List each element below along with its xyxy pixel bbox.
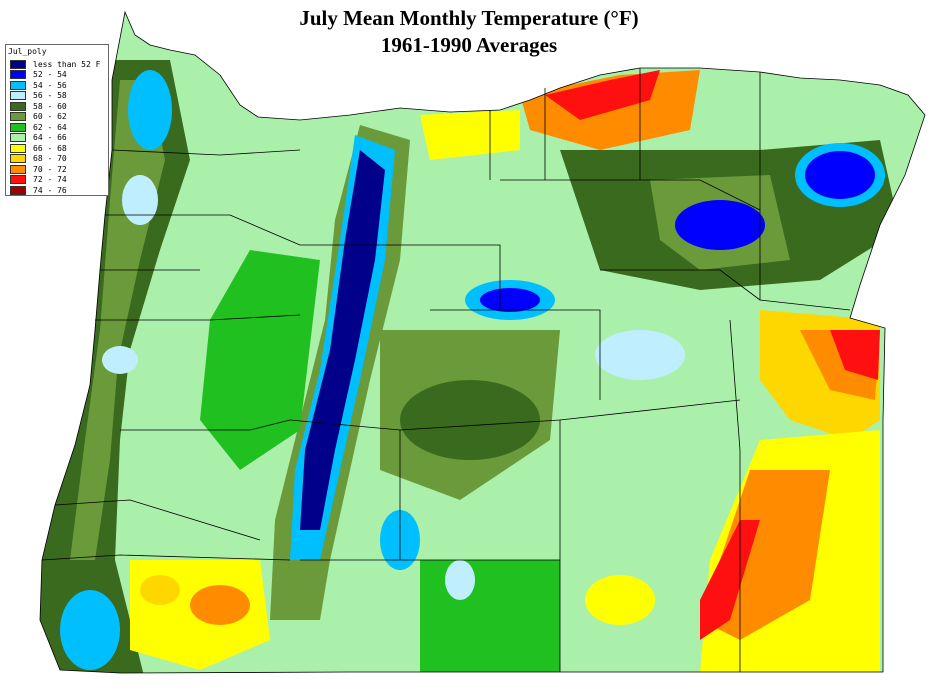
legend-item: 52 - 54 (10, 70, 67, 80)
legend-swatch (10, 143, 26, 153)
legend-item: 62 - 64 (10, 122, 67, 132)
legend-label: 70 - 72 (33, 164, 67, 174)
legend-title: Jul_poly (8, 47, 47, 56)
legend-swatch (10, 122, 26, 132)
legend: Jul_poly less than 52 F 52 - 54 54 - 56 … (5, 44, 109, 196)
legend-item: 64 - 66 (10, 133, 67, 143)
legend-item: 60 - 62 (10, 112, 67, 122)
legend-item: 66 - 68 (10, 143, 67, 153)
legend-label: 56 - 58 (33, 91, 67, 100)
legend-swatch (10, 80, 26, 90)
legend-item: 68 - 70 (10, 154, 67, 164)
legend-label: 52 - 54 (33, 70, 67, 79)
county-boundaries (39, 10, 926, 674)
legend-item: 56 - 58 (10, 91, 67, 101)
legend-swatch (10, 91, 26, 100)
legend-swatch (10, 164, 26, 174)
legend-item: less than 52 F (10, 59, 100, 69)
legend-item: 58 - 60 (10, 101, 67, 111)
legend-label: 62 - 64 (33, 122, 67, 132)
legend-item: 70 - 72 (10, 164, 67, 174)
legend-label: 54 - 56 (33, 80, 67, 90)
legend-label: less than 52 F (33, 59, 101, 69)
legend-swatch (10, 112, 26, 121)
legend-item: 72 - 74 (10, 175, 67, 185)
legend-label: 72 - 74 (33, 175, 67, 184)
legend-item: 54 - 56 (10, 80, 67, 90)
legend-item: 74 - 76 (10, 185, 67, 195)
legend-label: 74 - 76 (33, 185, 67, 195)
map-subtitle: 1961-1990 Averages (380, 33, 558, 57)
legend-label: 60 - 62 (33, 112, 67, 121)
legend-swatch (10, 154, 26, 163)
legend-swatch (10, 101, 26, 111)
legend-label: 64 - 66 (33, 133, 67, 142)
legend-swatch (10, 59, 26, 69)
legend-swatch (10, 185, 26, 195)
legend-swatch (10, 70, 26, 79)
map-title: July Mean Monthly Temperature (°F) (299, 6, 639, 30)
legend-label: 66 - 68 (33, 143, 67, 153)
legend-label: 58 - 60 (33, 101, 67, 111)
legend-swatch (10, 175, 26, 184)
legend-label: 68 - 70 (33, 154, 67, 163)
legend-swatch (10, 133, 26, 142)
